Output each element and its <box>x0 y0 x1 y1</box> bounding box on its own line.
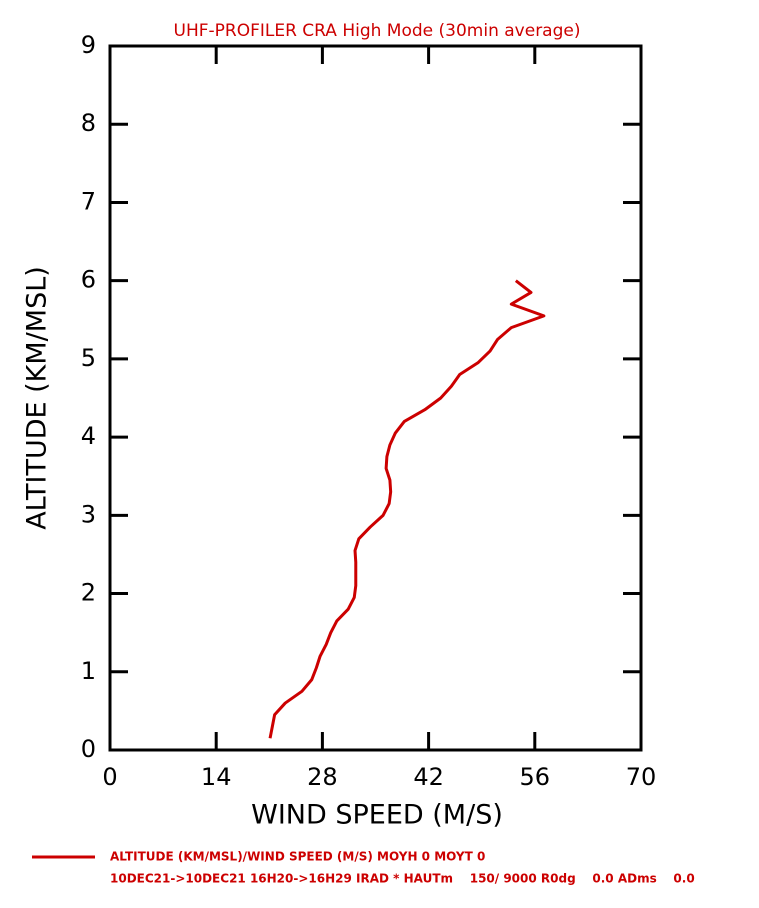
x-tick-label: 14 <box>201 763 232 791</box>
y-tick-label: 3 <box>81 500 96 528</box>
x-tick-label: 28 <box>307 763 338 791</box>
y-tick-label: 7 <box>81 187 96 215</box>
y-tick-label: 5 <box>81 344 96 372</box>
plot-frame <box>108 44 643 752</box>
x-axis-label: WIND SPEED (M/S) <box>251 800 503 831</box>
y-tick-label: 0 <box>81 735 96 763</box>
y-tick-label: 2 <box>81 579 96 607</box>
x-tick-label: 70 <box>626 763 657 791</box>
footer-note: 10DEC21->10DEC21 16H20->16H29 IRAD * HAU… <box>110 872 695 886</box>
y-tick-label: 1 <box>81 657 96 685</box>
y-tick-label: 4 <box>81 422 96 450</box>
legend-label: ALTITUDE (KM/MSL)/WIND SPEED (M/S) MOYH … <box>110 850 485 864</box>
y-axis-label: ALTITUDE (KM/MSL) <box>22 266 53 530</box>
x-tick-label: 42 <box>413 763 444 791</box>
y-tick-label: 9 <box>81 31 96 59</box>
x-tick-label: 56 <box>520 763 551 791</box>
y-tick-label: 6 <box>81 266 96 294</box>
x-tick-label: 0 <box>102 763 117 791</box>
series-line <box>268 279 546 739</box>
chart-title: UHF-PROFILER CRA High Mode (30min averag… <box>174 21 581 41</box>
y-tick-label: 8 <box>81 109 96 137</box>
